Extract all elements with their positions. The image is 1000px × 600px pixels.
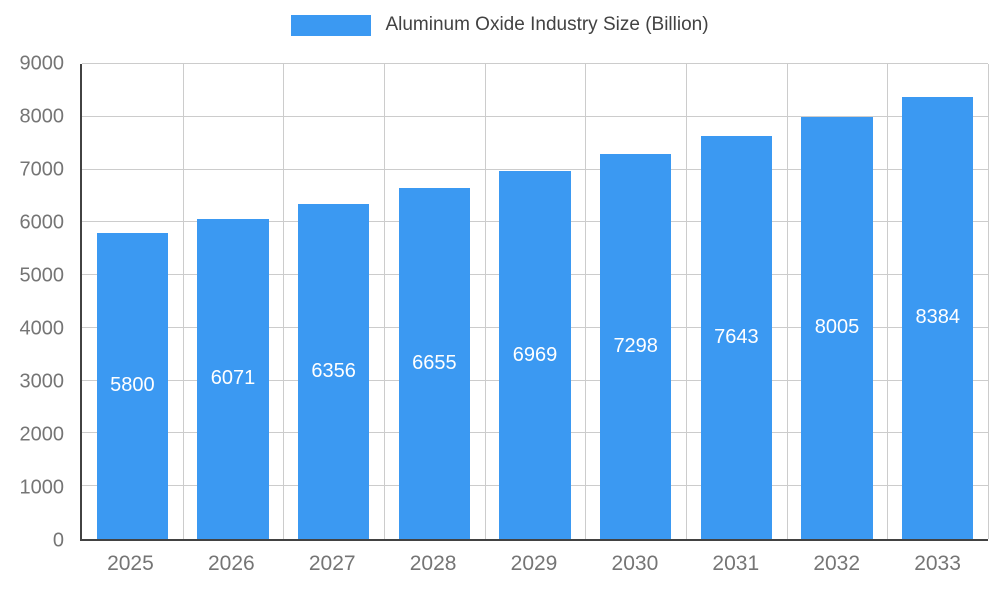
gridline-vertical [685,64,687,539]
bar-slot: 6356 [283,64,384,539]
bar-slot: 6655 [384,64,485,539]
bar-value-label: 6356 [311,359,356,382]
gridline-vertical [283,64,285,539]
bar-slot: 7643 [686,64,787,539]
bar: 8384 [901,96,974,539]
x-axis-labels: 2025 2026 2027 2028 2029 2030 2031 2032 2033 [80,552,988,576]
bar: 6071 [197,218,269,539]
bar: 8005 [801,116,873,539]
legend-label: Aluminum Oxide Industry Size (Billion) [385,14,709,35]
x-tick-label: 2033 [914,552,961,575]
bar-value-label: 8005 [814,316,860,339]
x-tick-label: 2027 [308,552,356,575]
bar: 6356 [297,203,370,539]
bar-slot: 8384 [887,64,988,539]
bar-value-label: 7643 [714,325,759,348]
y-tick-label: 3000 [19,370,65,393]
x-tick-label: 2030 [611,552,659,575]
bar: 6969 [499,171,571,539]
x-tick-label: 2028 [409,552,457,575]
bar-slot: 6969 [485,64,586,539]
gridline-horizontal [82,63,988,64]
y-axis-labels: 0 1000 2000 3000 4000 5000 6000 7000 8000 9000 [0,53,70,552]
y-tick-label: 7000 [19,158,65,181]
bar-value-label: 7298 [613,334,658,357]
y-tick-label: 8000 [19,105,65,128]
y-tick-label: 1000 [19,476,65,499]
bar: 7643 [700,135,773,539]
y-tick-label: 9000 [19,52,65,75]
bar: 5800 [96,232,169,539]
y-tick-label: 0 [52,529,64,552]
y-tick-label: 6000 [19,211,65,234]
gridline-horizontal [82,168,988,170]
gridline-vertical [585,64,587,539]
y-tick-label: 4000 [19,317,65,340]
bar-slot: 7298 [585,64,686,539]
gridline-vertical [887,64,889,539]
bar-value-label: 6969 [512,343,558,366]
bars: 5800 6071 6356 6655 6969 7298 7643 8005 8384 [82,64,988,539]
gridline-horizontal [82,115,988,117]
bar: 6655 [398,187,471,539]
bar-slot: 6071 [183,64,284,539]
bar-value-label: 5800 [110,374,155,397]
bar-value-label: 8384 [915,306,960,329]
y-tick-label: 5000 [19,264,65,287]
bar: 7298 [599,153,672,539]
bar-value-label: 6655 [412,351,457,374]
gridline-vertical [988,64,989,539]
x-tick-label: 2032 [813,552,861,575]
legend-swatch [291,14,372,36]
x-tick-label: 2031 [712,552,760,575]
gridline-vertical [484,64,486,539]
bar-value-label: 6071 [210,367,256,390]
gridline-vertical [182,64,184,539]
gridline-vertical [786,64,788,539]
plot-area: 5800 6071 6356 6655 6969 7298 7643 8005 8384 [80,63,989,541]
x-tick-label: 2026 [207,552,255,575]
y-tick-label: 2000 [19,423,65,446]
x-tick-label: 2029 [510,552,558,575]
bar-slot: 8005 [787,64,888,539]
bar-slot: 5800 [82,64,183,539]
gridline-vertical [383,64,385,539]
legend: Aluminum Oxide Industry Size (Billion) [0,14,1000,36]
x-tick-label: 2025 [107,552,154,575]
